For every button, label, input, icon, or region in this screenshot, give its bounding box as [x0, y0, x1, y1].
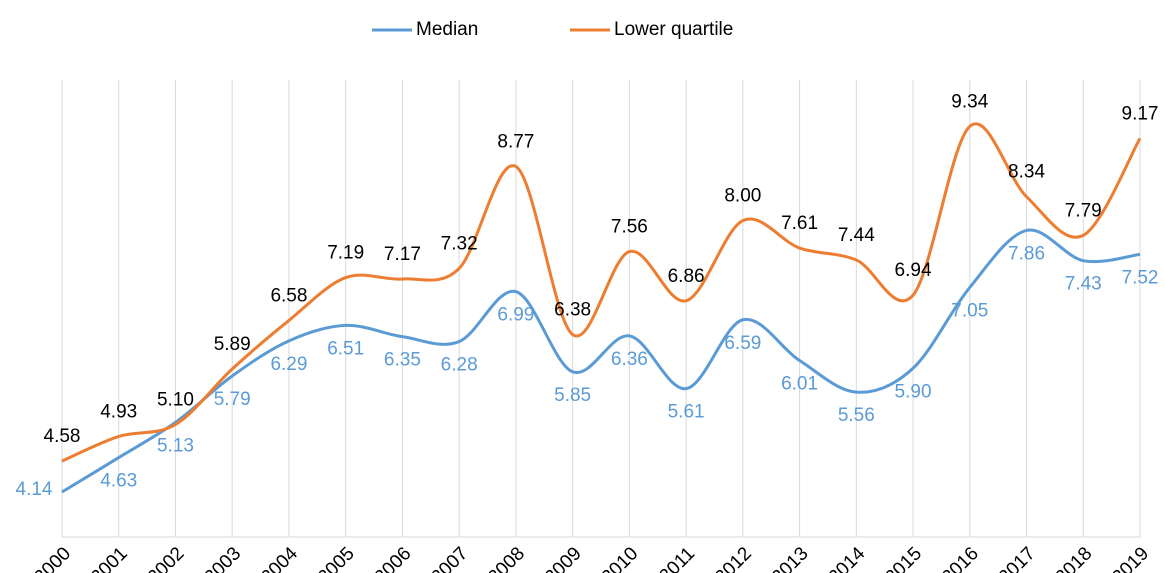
x-tick-label: 2000 [30, 543, 75, 573]
data-label: 7.79 [1065, 200, 1102, 221]
data-label: 6.51 [327, 338, 364, 359]
data-label: 6.86 [668, 266, 705, 287]
data-label: 5.79 [214, 389, 251, 410]
data-label: 6.38 [554, 300, 591, 321]
x-tick-label: 2012 [711, 543, 756, 573]
data-label: 4.58 [44, 426, 81, 447]
data-label: 8.34 [1008, 162, 1045, 183]
legend-label: Median [416, 19, 478, 40]
data-label: 7.19 [327, 243, 364, 264]
series-line [61, 122, 1142, 463]
x-tick-label: 2011 [655, 543, 699, 573]
data-label: 6.36 [611, 349, 648, 370]
x-tick-label: 2017 [995, 543, 1040, 573]
data-label: 5.10 [157, 390, 194, 411]
data-label: 7.17 [384, 244, 421, 265]
x-tick-label: 2014 [825, 543, 870, 573]
data-label: 7.52 [1122, 267, 1159, 288]
data-label: 4.14 [16, 479, 53, 500]
x-tick-label: 2013 [768, 543, 813, 573]
data-label: 7.86 [1008, 243, 1045, 264]
data-label: 6.59 [724, 333, 761, 354]
data-label: 6.35 [384, 350, 421, 371]
data-label: 6.94 [895, 260, 932, 281]
x-tick-label: 2009 [541, 543, 586, 573]
data-label: 5.89 [214, 334, 251, 355]
data-label: 6.99 [497, 305, 534, 326]
legend-label: Lower quartile [614, 19, 733, 40]
x-tick-label: 2019 [1108, 543, 1153, 573]
data-label: 8.00 [724, 186, 761, 207]
data-label: 7.05 [951, 300, 988, 321]
series-line [61, 228, 1141, 494]
x-tick-label: 2002 [144, 543, 189, 573]
data-label: 5.13 [157, 435, 194, 456]
data-label: 5.61 [668, 402, 705, 423]
data-label: 7.44 [838, 225, 875, 246]
x-tick-label: 2018 [1052, 543, 1097, 573]
data-label: 9.34 [951, 91, 988, 112]
data-label: 7.56 [611, 217, 648, 238]
data-label: 6.28 [441, 355, 478, 376]
x-tick-label: 2015 [881, 543, 926, 573]
data-label: 5.85 [554, 385, 591, 406]
x-tick-label: 2005 [314, 543, 359, 573]
data-label: 5.90 [895, 381, 932, 402]
data-label: 6.58 [270, 285, 307, 306]
x-tick-label: 2008 [484, 543, 529, 573]
x-tick-label: 2003 [201, 543, 246, 573]
data-label: 6.29 [270, 354, 307, 375]
data-label: 6.01 [781, 374, 818, 395]
data-label: 4.63 [100, 471, 137, 492]
x-tick-label: 2001 [87, 543, 132, 573]
x-tick-label: 2006 [371, 543, 416, 573]
data-label: 8.77 [497, 131, 534, 152]
x-tick-label: 2007 [427, 543, 472, 573]
x-tick-label: 2016 [938, 543, 983, 573]
data-label: 7.32 [441, 233, 478, 254]
x-tick-label: 2004 [257, 543, 302, 573]
data-label: 5.56 [838, 405, 875, 426]
data-label: 9.17 [1122, 103, 1159, 124]
data-label: 7.61 [781, 213, 818, 234]
x-tick-label: 2010 [598, 543, 643, 573]
data-label: 7.43 [1065, 274, 1102, 295]
data-label: 4.93 [100, 401, 137, 422]
